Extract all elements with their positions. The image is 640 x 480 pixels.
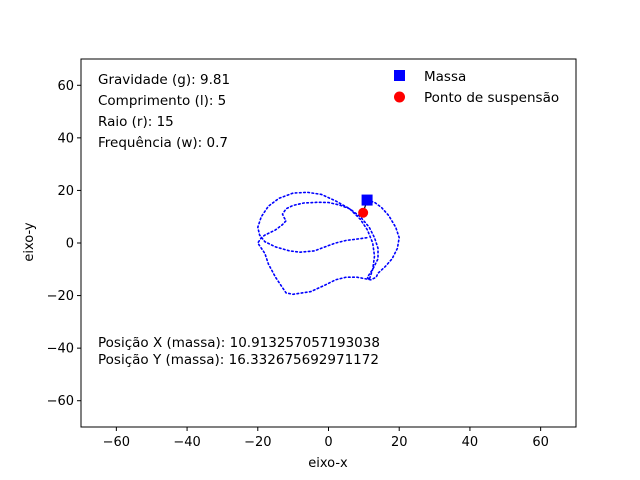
- legend-marker-ponto-suspensao: [394, 91, 405, 103]
- x-tick-label: −20: [244, 435, 271, 450]
- x-axis-ticks: −60 −40 −20 0 20 40 60: [103, 427, 549, 450]
- trajectory-line: [256, 191, 401, 296]
- x-tick-label: −60: [103, 435, 130, 450]
- legend-marker-massa: [394, 70, 405, 81]
- markers-layer: [358, 194, 373, 218]
- y-axis-label: eixo-y: [22, 222, 37, 262]
- x-tick-label: 60: [532, 435, 549, 450]
- legend: Massa Ponto de suspensão: [394, 69, 559, 106]
- suspension-point-marker: [358, 207, 369, 218]
- y-tick-label: −20: [47, 289, 74, 304]
- y-axis-ticks: −60 −40 −20 0 20 40 60: [47, 79, 81, 409]
- y-tick-label: 0: [66, 237, 74, 252]
- parameter-annotations: Gravidade (g): 9.81 Comprimento (l): 5 R…: [98, 72, 380, 368]
- annotation-length: Comprimento (l): 5: [98, 93, 226, 109]
- annotation-position-x: Posição X (massa): 10.913257057193038: [98, 335, 380, 351]
- legend-label-massa: Massa: [424, 69, 466, 85]
- y-tick-label: −60: [47, 394, 74, 409]
- y-tick-label: 20: [57, 184, 74, 199]
- annotation-frequency: Frequência (w): 0.7: [98, 135, 228, 151]
- trajectory-layer: [256, 191, 401, 296]
- x-tick-label: 0: [324, 435, 332, 450]
- y-tick-label: −40: [47, 342, 74, 357]
- annotation-radius: Raio (r): 15: [98, 114, 174, 130]
- annotation-position-y: Posição Y (massa): 16.332675692971172: [98, 352, 379, 368]
- y-tick-label: 60: [57, 79, 74, 94]
- annotation-gravity: Gravidade (g): 9.81: [98, 72, 230, 88]
- x-tick-label: −40: [173, 435, 200, 450]
- mass-marker: [361, 194, 373, 206]
- y-tick-label: 40: [57, 131, 74, 146]
- legend-label-ponto-suspensao: Ponto de suspensão: [424, 90, 559, 106]
- x-axis-label: eixo-x: [308, 456, 348, 471]
- x-tick-label: 40: [462, 435, 479, 450]
- x-tick-label: 20: [391, 435, 408, 450]
